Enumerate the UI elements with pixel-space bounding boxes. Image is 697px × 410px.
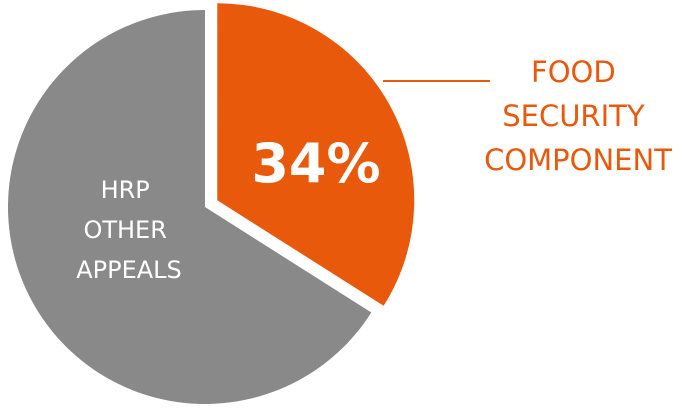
callout-label-line: SECURITY bbox=[502, 99, 645, 133]
hrp-label-line: OTHER bbox=[83, 216, 166, 244]
hrp-other-appeals-label: HRP OTHER APPEALS bbox=[76, 176, 182, 284]
callout-label-line: COMPONENT bbox=[484, 143, 672, 177]
callout-label-line: FOOD bbox=[531, 55, 616, 89]
slice-hrp-other-appeals bbox=[7, 10, 372, 404]
hrp-label-line: APPEALS bbox=[76, 256, 182, 284]
food-security-percent-label: 34% bbox=[251, 132, 380, 195]
slice-food-security-component bbox=[217, 3, 415, 306]
food-security-callout-label: FOOD SECURITY COMPONENT bbox=[484, 55, 672, 177]
hrp-label-line: HRP bbox=[101, 176, 150, 204]
